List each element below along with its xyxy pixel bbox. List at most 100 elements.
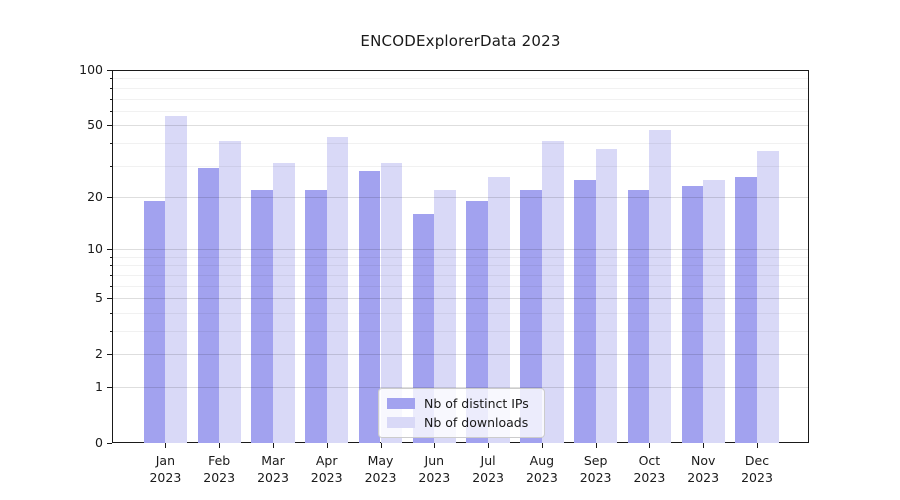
y-axis-label-1: 1	[95, 379, 103, 394]
ytick-2	[107, 354, 112, 356]
gridline-minor-40	[112, 142, 809, 144]
gridline-major-20	[112, 196, 809, 198]
ytick-minor-70	[110, 98, 112, 100]
gridline-minor-8	[112, 265, 809, 267]
gridline-major-1	[112, 387, 809, 388]
bar-jun-downloads	[434, 189, 456, 443]
x-axis-label-sep: Sep 2023	[579, 453, 612, 485]
bar-sep-downloads	[595, 149, 618, 443]
ytick-minor-30	[110, 165, 112, 167]
bar-oct-distinct-ips	[627, 189, 650, 443]
gridline-minor-90	[112, 78, 809, 80]
x-axis-label-feb: Feb 2023	[203, 453, 236, 485]
y-axis-label-0: 0	[95, 435, 103, 450]
gridline-minor-4	[112, 312, 809, 314]
gridline-minor-80	[112, 87, 809, 89]
xtick-aug	[541, 443, 543, 448]
x-axis-label-apr: Apr 2023	[310, 453, 343, 485]
ytick-minor-3	[110, 331, 112, 332]
gridline-major-10	[112, 249, 809, 251]
bar-dec-distinct-ips	[735, 176, 757, 443]
gridline-minor-60	[112, 110, 809, 112]
y-axis-label-10: 10	[87, 241, 103, 257]
x-axis-label-jan: Jan 2023	[149, 453, 182, 485]
legend-label-distinct-ips: Nb of distinct IPs	[424, 395, 529, 411]
y-axis-label-2: 2	[95, 346, 103, 362]
bar-jun-distinct-ips	[412, 214, 435, 443]
legend-swatch-distinct-ips	[387, 397, 415, 409]
xtick-mar	[273, 443, 274, 448]
gridline-minor-3	[112, 331, 809, 332]
xtick-jan	[165, 443, 167, 448]
plot-area	[112, 70, 809, 443]
x-axis-label-nov: Nov 2023	[687, 453, 720, 485]
ytick-100	[107, 70, 112, 71]
x-axis-label-jul: Jul 2023	[472, 453, 504, 485]
bar-aug-distinct-ips	[520, 189, 542, 443]
bar-sep-distinct-ips	[573, 179, 596, 443]
ytick-minor-90	[110, 78, 112, 80]
gridline-major-50	[112, 125, 809, 127]
xtick-jun	[434, 443, 436, 448]
ytick-minor-6	[110, 285, 112, 287]
bar-mar-distinct-ips	[251, 189, 273, 443]
legend-item-downloads: Nb of downloads	[387, 415, 536, 430]
gridline-minor-9	[112, 256, 809, 258]
bar-nov-distinct-ips	[681, 186, 704, 443]
x-axis-label-aug: Aug 2023	[525, 453, 558, 485]
x-axis-label-oct: Oct 2023	[633, 453, 666, 485]
bar-mar-downloads	[273, 162, 295, 443]
bar-jan-downloads	[165, 116, 188, 443]
gridline-minor-7	[112, 274, 809, 276]
x-axis-label-mar: Mar 2023	[257, 453, 289, 485]
gridline-minor-30	[112, 165, 809, 167]
xtick-feb	[219, 443, 221, 448]
ytick-5	[107, 298, 112, 300]
x-axis-label-dec: Dec 2023	[741, 453, 773, 485]
x-axis-label-may: May 2023	[364, 453, 397, 485]
legend-label-downloads: Nb of downloads	[424, 415, 529, 431]
xtick-sep	[595, 443, 597, 448]
bar-may-distinct-ips	[358, 170, 381, 443]
bar-oct-downloads	[649, 130, 672, 443]
gridline-minor-6	[112, 285, 809, 287]
ytick-20	[107, 196, 112, 198]
legend-swatch-downloads	[387, 417, 415, 429]
ytick-minor-80	[110, 87, 112, 89]
ytick-minor-40	[110, 142, 112, 144]
bar-may-downloads	[380, 162, 403, 443]
y-axis-label-50: 50	[87, 117, 103, 133]
xtick-jul	[488, 443, 490, 448]
xtick-dec	[757, 443, 758, 448]
bar-aug-downloads	[541, 140, 564, 443]
bar-apr-downloads	[326, 137, 349, 443]
ytick-minor-60	[110, 110, 112, 112]
bar-jan-distinct-ips	[143, 200, 166, 443]
legend: Nb of distinct IPs Nb of downloads	[378, 388, 545, 438]
ytick-0	[107, 443, 112, 444]
ytick-minor-7	[110, 274, 112, 276]
bar-nov-downloads	[703, 179, 725, 443]
ytick-10	[107, 249, 112, 251]
bar-jul-downloads	[488, 176, 510, 443]
bar-jul-distinct-ips	[466, 200, 489, 443]
y-axis-label-5: 5	[95, 290, 103, 306]
bar-dec-downloads	[757, 151, 779, 443]
ytick-minor-8	[110, 265, 112, 267]
legend-item-distinct-ips: Nb of distinct IPs	[387, 396, 536, 411]
gridline-major-5	[112, 298, 809, 300]
gridline-minor-70	[112, 98, 809, 100]
bar-feb-distinct-ips	[197, 168, 220, 443]
ytick-minor-9	[110, 256, 112, 258]
y-axis-label-100: 100	[79, 62, 103, 77]
y-axis-label-20: 20	[87, 188, 103, 204]
gridline-major-2	[112, 354, 809, 356]
ytick-1	[107, 387, 112, 388]
chart-title: ENCODExplorerData 2023	[360, 32, 561, 50]
xtick-nov	[703, 443, 705, 448]
xtick-apr	[326, 443, 328, 448]
x-axis-label-jun: Jun 2023	[418, 453, 451, 485]
ytick-minor-4	[110, 312, 112, 314]
bar-apr-distinct-ips	[305, 189, 327, 443]
